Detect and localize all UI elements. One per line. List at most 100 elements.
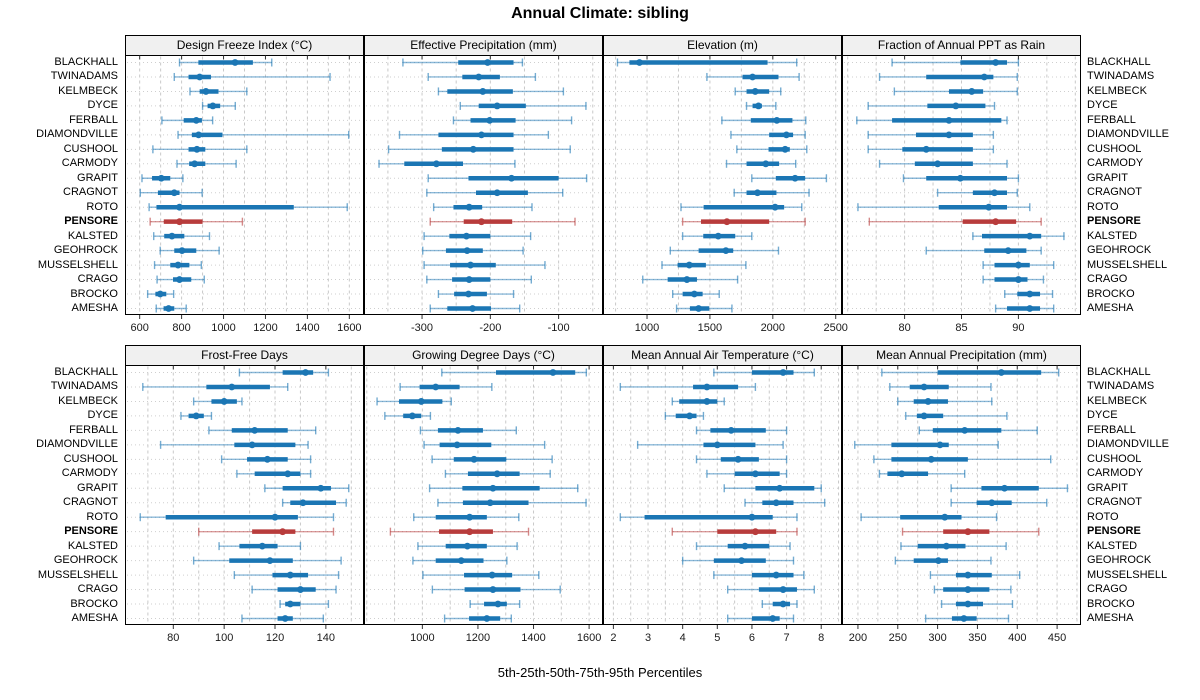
- series-amesha: [924, 614, 1010, 623]
- series-grapit: [141, 174, 184, 183]
- series-cushool: [695, 455, 788, 464]
- x-tick-label: 100: [215, 632, 233, 644]
- series-roto: [619, 513, 798, 522]
- series-kelmbeck: [671, 397, 725, 406]
- x-tick-label: 1600: [577, 632, 601, 644]
- series-cragnot: [936, 188, 1018, 197]
- series-roto: [139, 513, 335, 522]
- panel-mean-annual-precipitation: Mean Annual Precipitation (mm) 200 250 300…: [842, 345, 1081, 647]
- x-tick-label: 80: [898, 322, 910, 334]
- series-dyce: [745, 101, 777, 110]
- series-carmody: [706, 469, 788, 478]
- panel-header-effective-precipitation: Effective Precipitation (mm): [364, 35, 603, 55]
- series-twinadams: [706, 72, 800, 81]
- panel-growing-degree-days: Growing Degree Days (°C) 1000 1200 1400 160…: [364, 345, 603, 647]
- x-tick-label: 1000: [211, 322, 235, 334]
- x-tick-label: -200: [479, 322, 501, 334]
- panel-header-frost-free-days: Frost-Free Days: [125, 345, 364, 365]
- series-ferball: [208, 426, 317, 435]
- panel-elevation: Elevation (m) 1000 1500 2000 2500: [603, 35, 848, 337]
- series-ferball: [452, 116, 573, 125]
- series-grapit: [902, 174, 1020, 183]
- x-tick-label: -300: [411, 322, 433, 334]
- station-label-crago: CRAGO: [1087, 273, 1128, 286]
- x-tick-label: 4: [680, 632, 686, 644]
- gridlines: [605, 56, 840, 314]
- x-tick-label: 1000: [635, 322, 659, 334]
- station-label-crago: CRAGO: [1087, 583, 1128, 596]
- series-grapit: [723, 484, 822, 493]
- series-brocko: [279, 600, 330, 609]
- series-cragnot: [744, 498, 826, 507]
- series-dyce: [867, 101, 996, 110]
- station-label-kalsted: KALSTED: [1087, 539, 1138, 552]
- station-label-amesha: AMESHA: [1087, 301, 1134, 314]
- series-grapit: [427, 174, 588, 183]
- series-musselshell: [661, 261, 747, 270]
- series-crago: [982, 275, 1045, 284]
- station-label-grapit: GRAPIT: [1087, 481, 1128, 494]
- station-label-kalsted: KALSTED: [1087, 229, 1138, 242]
- panel-border: [364, 365, 603, 625]
- x-tick-label: 250: [889, 632, 907, 644]
- series-pensore: [389, 527, 530, 536]
- series-crago: [431, 585, 561, 594]
- series-roto: [680, 203, 803, 212]
- panel-plot-frost-free-days: 80 100 120 140: [125, 365, 364, 644]
- station-label-grapit: GRAPIT: [1087, 171, 1128, 184]
- x-tick-label: 400: [1008, 632, 1026, 644]
- station-label-diamondville: DIAMONDVILLE: [1087, 438, 1169, 451]
- series-cragnot: [950, 498, 1048, 507]
- series-cushool: [736, 145, 808, 154]
- station-label-pensore: PENSORE: [1087, 525, 1141, 538]
- station-label-geohrock: GEOHROCK: [1087, 554, 1152, 567]
- x-tick-label: 6: [749, 632, 755, 644]
- series-crago: [156, 275, 205, 284]
- x-tick-label: 1500: [698, 322, 722, 334]
- x-tick-label: 600: [130, 322, 148, 334]
- series-diamondville: [177, 130, 350, 139]
- panel-fraction-ppt-as-rain: Fraction of Annual PPT as Rain 80 85 90: [842, 35, 1081, 337]
- series-kalsted: [972, 232, 1065, 241]
- series-twinadams: [173, 72, 331, 81]
- station-label-twinadams: TWINADAMS: [50, 380, 118, 393]
- x-tick-label: 1000: [410, 632, 434, 644]
- series-kalsted: [681, 232, 753, 241]
- x-tick-label: 90: [1012, 322, 1024, 334]
- x-tick-label: 300: [928, 632, 946, 644]
- panel-effective-precipitation: Effective Precipitation (mm) -300 -200 -10…: [364, 35, 603, 337]
- figure-title: Annual Climate: sibling: [511, 5, 689, 22]
- gridlines: [366, 366, 601, 624]
- series-cragnot: [437, 498, 587, 507]
- station-label-blackhall: BLACKHALL: [54, 366, 118, 378]
- x-tick-label: 2: [610, 632, 616, 644]
- series-brocko: [940, 600, 1014, 609]
- x-axis: -300 -200 -100: [411, 55, 570, 334]
- x-axis: 2 3 4 5 6 7 8: [610, 365, 824, 644]
- series-pensore: [429, 217, 576, 226]
- series-cushool: [431, 455, 553, 464]
- series-roto: [432, 203, 533, 212]
- station-label-brocko: BROCKO: [70, 597, 118, 610]
- station-label-cragnot: CRAGNOT: [63, 496, 118, 509]
- series-dyce: [384, 411, 432, 420]
- x-tick-label: 140: [317, 632, 335, 644]
- station-label-roto: ROTO: [86, 510, 118, 523]
- panel-border: [842, 365, 1081, 625]
- station-label-carmody: CARMODY: [1087, 157, 1144, 170]
- series-grapit: [264, 484, 350, 493]
- x-tick-label: 2000: [761, 322, 785, 334]
- series-cushool: [220, 455, 312, 464]
- series-ferball: [419, 426, 517, 435]
- x-tick-label: 800: [172, 322, 190, 334]
- station-label-ferball: FERBALL: [69, 113, 118, 126]
- series-kelmbeck: [734, 87, 782, 96]
- series-musselshell: [153, 261, 203, 270]
- series-cushool: [867, 145, 995, 154]
- panel-frost-free-days: Frost-Free Days 80 100 120 140: [125, 345, 364, 647]
- x-tick-label: 85: [955, 322, 967, 334]
- station-label-pensore: PENSORE: [64, 525, 118, 538]
- x-tick-label: -100: [548, 322, 570, 334]
- series-musselshell: [422, 571, 540, 580]
- series-twinadams: [427, 72, 537, 81]
